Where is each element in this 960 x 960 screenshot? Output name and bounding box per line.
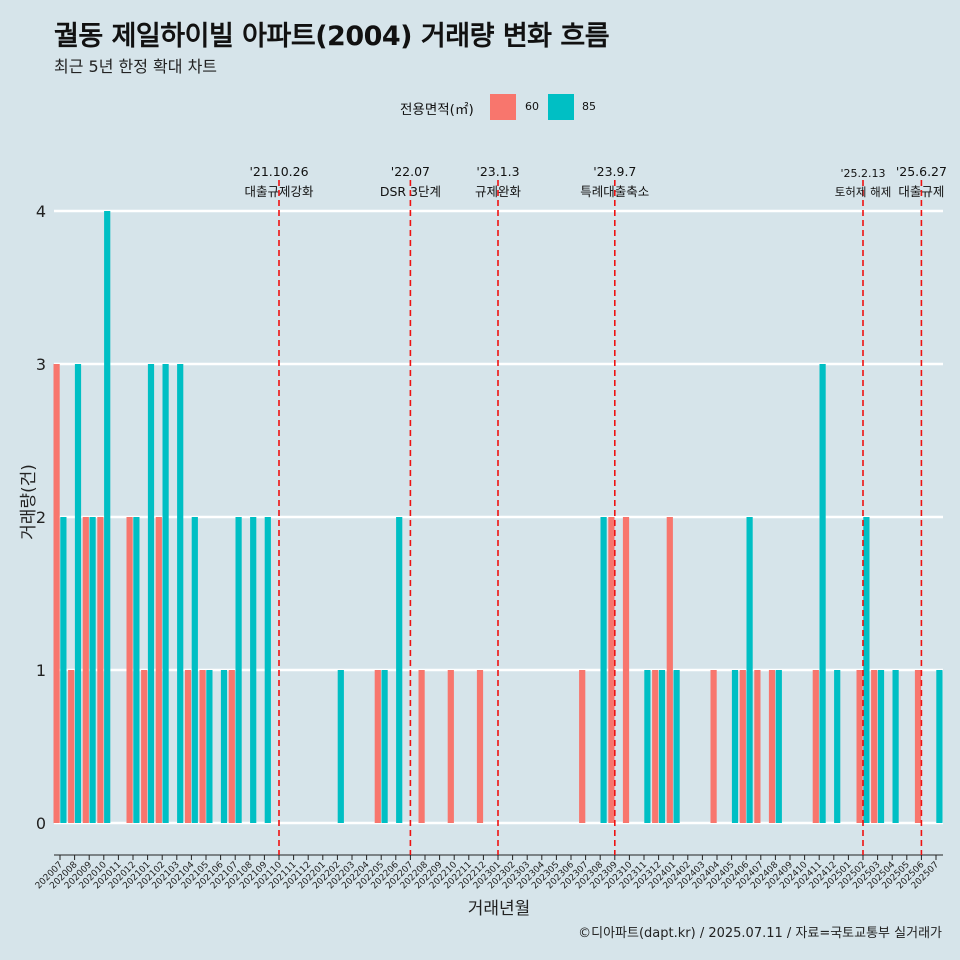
bar-85-202107: [235, 517, 242, 823]
bar-60-202009: [82, 517, 89, 823]
bar-60-202012: [126, 517, 133, 823]
bar-85-202405: [731, 670, 739, 823]
bar-85-202202: [337, 670, 344, 823]
bar-60-202008: [68, 670, 75, 823]
event-text-label: 토허제 해제: [835, 185, 892, 199]
bar-85-202102: [162, 364, 169, 823]
bar-85-202108: [250, 517, 257, 823]
bar-85-202408: [775, 670, 782, 823]
y-tick-label: 2: [36, 508, 46, 527]
legend-label-85: 85: [582, 100, 596, 113]
legend: 전용면적(㎡) 60 85: [0, 94, 960, 120]
bar-85-202106: [220, 670, 228, 823]
bar-85-202507: [936, 670, 943, 823]
bar-60-202404: [710, 670, 717, 823]
bar-85-202502: [863, 517, 870, 823]
y-tick-label: 4: [36, 202, 46, 221]
legend-key-85: [548, 94, 574, 120]
event-text-label: DSR 3단계: [380, 184, 441, 199]
event-text-label: 대출규제강화: [244, 184, 314, 199]
bar-60-202310: [622, 517, 630, 823]
y-axis-label: 거래량(건): [19, 464, 39, 540]
bar-60-202205: [374, 670, 381, 823]
y-tick-label: 1: [36, 661, 46, 680]
event-text-label: 규제완화: [475, 184, 522, 199]
bar-85-202412: [834, 670, 841, 823]
chart-subtitle: 최근 5년 한정 확대 차트: [54, 57, 218, 76]
event-date-label: '25.6.27: [896, 164, 947, 179]
bar-60-202408: [768, 670, 776, 823]
bar-60-202212: [476, 670, 484, 823]
bar-60-202309: [608, 517, 615, 823]
bar-85-202504: [892, 670, 899, 823]
bar-85-202206: [396, 517, 403, 823]
y-tick-label: 3: [36, 355, 46, 374]
bar-60-202107: [228, 670, 235, 823]
event-date-label: '25.2.13: [840, 167, 885, 180]
event-text-label: 대출규제: [898, 184, 944, 199]
bar-85-202105: [206, 670, 213, 823]
bar-60-202007: [53, 364, 60, 823]
bar-85-202312: [658, 670, 666, 823]
event-date-label: '21.10.26: [249, 164, 308, 179]
bar-60-202406: [739, 670, 746, 823]
bar-60-202506: [914, 670, 922, 823]
bar-85-202104: [191, 517, 198, 823]
bar-85-202205: [381, 670, 388, 823]
bar-60-202503: [871, 670, 878, 823]
event-date-label: '23.9.7: [593, 164, 636, 179]
bar-60-202010: [97, 517, 104, 823]
bar-85-202103: [177, 364, 184, 823]
bar-60-202105: [199, 670, 206, 823]
event-date-label: '23.1.3: [476, 164, 519, 179]
bar-85-202406: [746, 517, 753, 823]
bar-85-202311: [644, 670, 651, 823]
bar-85-202109: [264, 517, 271, 823]
bar-60-202208: [418, 670, 425, 823]
bar-60-202102: [155, 517, 162, 823]
event-date-label: '22.07: [391, 164, 430, 179]
bar-85-202401: [673, 670, 680, 823]
bar-60-202104: [184, 670, 192, 823]
event-text-label: 특례대출축소: [580, 184, 649, 199]
bar-85-202503: [877, 670, 885, 823]
bar-60-202210: [447, 670, 454, 823]
bar-85-202010: [104, 211, 111, 823]
bar-85-202308: [600, 517, 607, 823]
bar-60-202307: [579, 670, 586, 823]
bar-85-202012: [133, 517, 140, 823]
bar-60-202407: [754, 670, 761, 823]
legend-title: 전용면적(㎡): [400, 102, 474, 118]
bar-60-202502: [856, 670, 863, 823]
bar-85-202008: [74, 364, 82, 823]
bar-60-202312: [652, 670, 659, 823]
bar-60-202401: [666, 517, 673, 823]
bar-85-202411: [819, 364, 826, 823]
bar-85-202101: [147, 364, 155, 823]
y-tick-label: 0: [36, 814, 46, 833]
x-axis-label: 거래년월: [468, 899, 531, 919]
legend-key-60: [490, 94, 516, 120]
bar-85-202009: [89, 517, 96, 823]
chart-title: 궐동 제일하이빌 아파트(2004) 거래량 변화 흐름: [54, 21, 610, 52]
source-caption: ©디아파트(dapt.kr) / 2025.07.11 / 자료=국토교통부 실…: [578, 926, 942, 941]
legend-label-60: 60: [525, 100, 539, 113]
bar-60-202101: [141, 670, 148, 823]
bar-60-202411: [812, 670, 819, 823]
bar-85-202007: [60, 517, 67, 823]
